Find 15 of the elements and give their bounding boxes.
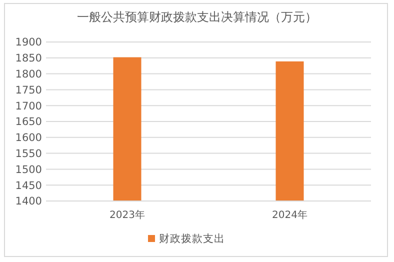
y-tick-label: 1700 — [15, 100, 42, 112]
y-tick-label: 1850 — [15, 52, 42, 65]
x-tick-label: 2024年 — [272, 209, 308, 221]
y-tick-label: 1450 — [15, 180, 42, 192]
y-tick-label: 1550 — [15, 148, 42, 160]
legend-label: 财政拨款支出 — [159, 232, 225, 245]
y-tick-label: 1500 — [15, 164, 42, 176]
y-tick-label: 1600 — [15, 132, 42, 144]
chart-title: 一般公共预算财政拨款支出决算情况（万元） — [77, 10, 317, 24]
y-tick-label: 1650 — [15, 116, 42, 128]
y-tick-label: 1800 — [15, 68, 42, 80]
y-tick-label: 1750 — [15, 84, 42, 96]
y-tick-label: 1900 — [15, 36, 42, 49]
x-tick-label: 2023年 — [110, 209, 145, 221]
y-tick-label: 1400 — [15, 196, 42, 208]
